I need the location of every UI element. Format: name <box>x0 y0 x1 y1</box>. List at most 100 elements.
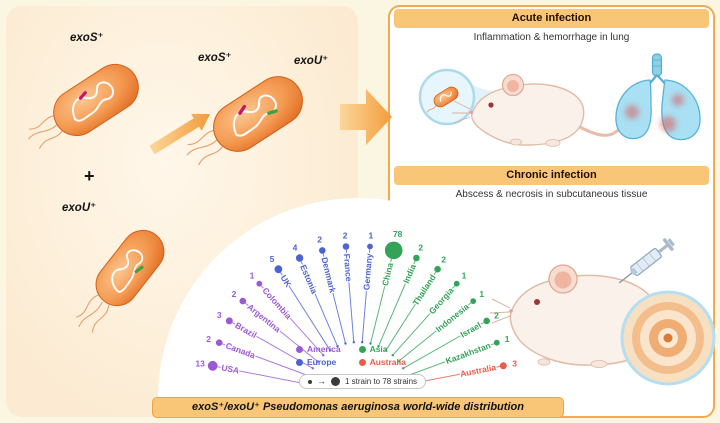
fan-dot-israel <box>483 317 491 325</box>
fan-origin-dot-france <box>352 341 355 344</box>
plasmid-squiggle <box>439 91 452 102</box>
plasmid-squiggle <box>72 81 115 122</box>
fan-origin-dot-georgia <box>391 354 394 357</box>
fan-dot-uk <box>274 265 283 274</box>
fan-label-uk: UK <box>279 273 294 289</box>
acute-mouse-icon <box>452 73 622 147</box>
mouse-hind-leg <box>590 359 608 368</box>
exoS-gene-label: exoS⁺ <box>70 32 104 44</box>
bacterium-body <box>95 229 165 307</box>
fan-origin-dot-indonesia <box>397 360 400 363</box>
fan-dot-brazil <box>225 317 233 325</box>
bacterium-exoU-icon <box>76 229 165 333</box>
size-legend: → 1 strain to 78 strains <box>299 374 427 389</box>
max-size-dot-icon <box>331 377 340 386</box>
merged-exoU-label: exoU⁺ <box>294 55 329 67</box>
fan-origin-dot-uk <box>328 349 332 352</box>
fan-dot-india <box>413 254 420 262</box>
fan-count-usa: 13 <box>195 358 205 368</box>
mouse-tail <box>576 124 622 137</box>
fan-count-colombia: 1 <box>250 271 255 281</box>
mouse-nose <box>509 309 513 313</box>
fan-label-kazakhstan: Kazakhstan <box>444 340 492 366</box>
fan-spoke-denmark <box>322 253 346 344</box>
chronic-caption: Abscess & necrosis in subcutaneous tissu… <box>455 189 648 200</box>
legend-label-europe: Europe <box>307 357 337 367</box>
plunger-flange <box>662 238 674 251</box>
plasmid-squiggle <box>232 94 277 137</box>
exoU-gene-mark <box>267 109 278 115</box>
fan-spoke-china <box>370 258 392 344</box>
mouse-hind-leg <box>545 139 561 147</box>
chart-legend: America Asia Europe Australia <box>296 344 406 367</box>
fan-label-israel: Israel <box>459 320 483 340</box>
fan-origin-dot-denmark <box>344 342 347 345</box>
fan-label-australia: Australia <box>459 362 497 379</box>
legend-label-australia: Australia <box>369 357 406 367</box>
needle <box>618 271 634 284</box>
fan-label-india: India <box>401 262 418 284</box>
fan-spoke-thailand <box>385 271 437 351</box>
mouse-inner-ear <box>507 80 519 92</box>
fan-origin-dot-estonia <box>336 345 339 348</box>
abscess-icon <box>620 290 716 386</box>
legend-dot-europe <box>296 358 303 366</box>
fan-count-brazil: 3 <box>217 310 222 320</box>
barrel-tip <box>629 267 638 276</box>
fan-origin-dot-germany <box>361 341 364 344</box>
fan-dot-georgia <box>453 280 460 287</box>
fan-dot-canada <box>215 339 223 347</box>
legend-label-asia: Asia <box>369 344 388 354</box>
legend-item-asia: Asia <box>358 344 406 354</box>
mouse-whiskers <box>489 298 511 324</box>
mouse-nose <box>469 110 474 115</box>
mouse-front-leg <box>510 138 522 146</box>
merge-arrow-icon <box>149 113 210 155</box>
fan-label-china: China <box>380 261 395 287</box>
fan-label-canada: Canada <box>224 340 257 360</box>
fan-dot-france <box>342 243 350 250</box>
exoS-gene-mark <box>78 91 87 100</box>
fan-count-estonia: 4 <box>293 242 298 252</box>
legend-dot-america <box>296 345 303 353</box>
fan-label-brazil: Brazil <box>233 320 258 340</box>
fan-origin-dot-china <box>369 342 372 345</box>
legend-label-america: America <box>307 344 341 354</box>
plunger-end <box>667 238 675 247</box>
syringe-icon <box>618 238 675 284</box>
fan-spoke-canada <box>222 343 310 377</box>
acute-caption: Inflammation & hemorrhage in lung <box>473 32 630 43</box>
size-arrow-icon: → <box>317 376 326 386</box>
fan-label-estonia: Estonia <box>298 263 319 295</box>
fan-dot-kazakhstan <box>493 339 500 346</box>
flagella-icon <box>426 105 437 113</box>
trachea-rings <box>653 59 661 67</box>
magnified-bacterium-icon <box>426 86 459 113</box>
plunger-rod <box>657 244 669 254</box>
fan-dot-estonia <box>295 254 304 262</box>
fan-label-denmark: Denmark <box>319 256 338 294</box>
hemorrhage-spot <box>660 116 676 132</box>
mouse-inner-ear <box>554 271 572 289</box>
hemorrhage-spot <box>625 105 639 119</box>
merged-exoS-label: exoS⁺ <box>198 52 232 64</box>
fan-count-kazakhstan: 1 <box>505 334 510 344</box>
fan-label-france: France <box>342 253 354 282</box>
size-legend-label: 1 strain to 78 strains <box>345 377 418 386</box>
fan-dot-usa <box>207 360 218 371</box>
fan-spoke-india <box>378 260 416 347</box>
fan-dot-denmark <box>319 247 326 254</box>
fan-dot-colombia <box>256 280 263 287</box>
min-size-dot-icon <box>308 379 312 384</box>
fan-count-denmark: 2 <box>317 234 322 244</box>
fan-spoke-usa <box>217 366 308 385</box>
fan-spoke-georgia <box>392 285 456 356</box>
chronic-infection-header: Chronic infection <box>394 166 709 185</box>
acute-infection-header: Acute infection <box>394 9 709 28</box>
fan-count-thailand: 2 <box>441 255 446 265</box>
mouse-whiskers <box>452 100 471 124</box>
fan-count-argentina: 2 <box>232 289 237 299</box>
fan-count-georgia: 1 <box>462 271 467 281</box>
fan-spoke-uk <box>280 272 331 351</box>
